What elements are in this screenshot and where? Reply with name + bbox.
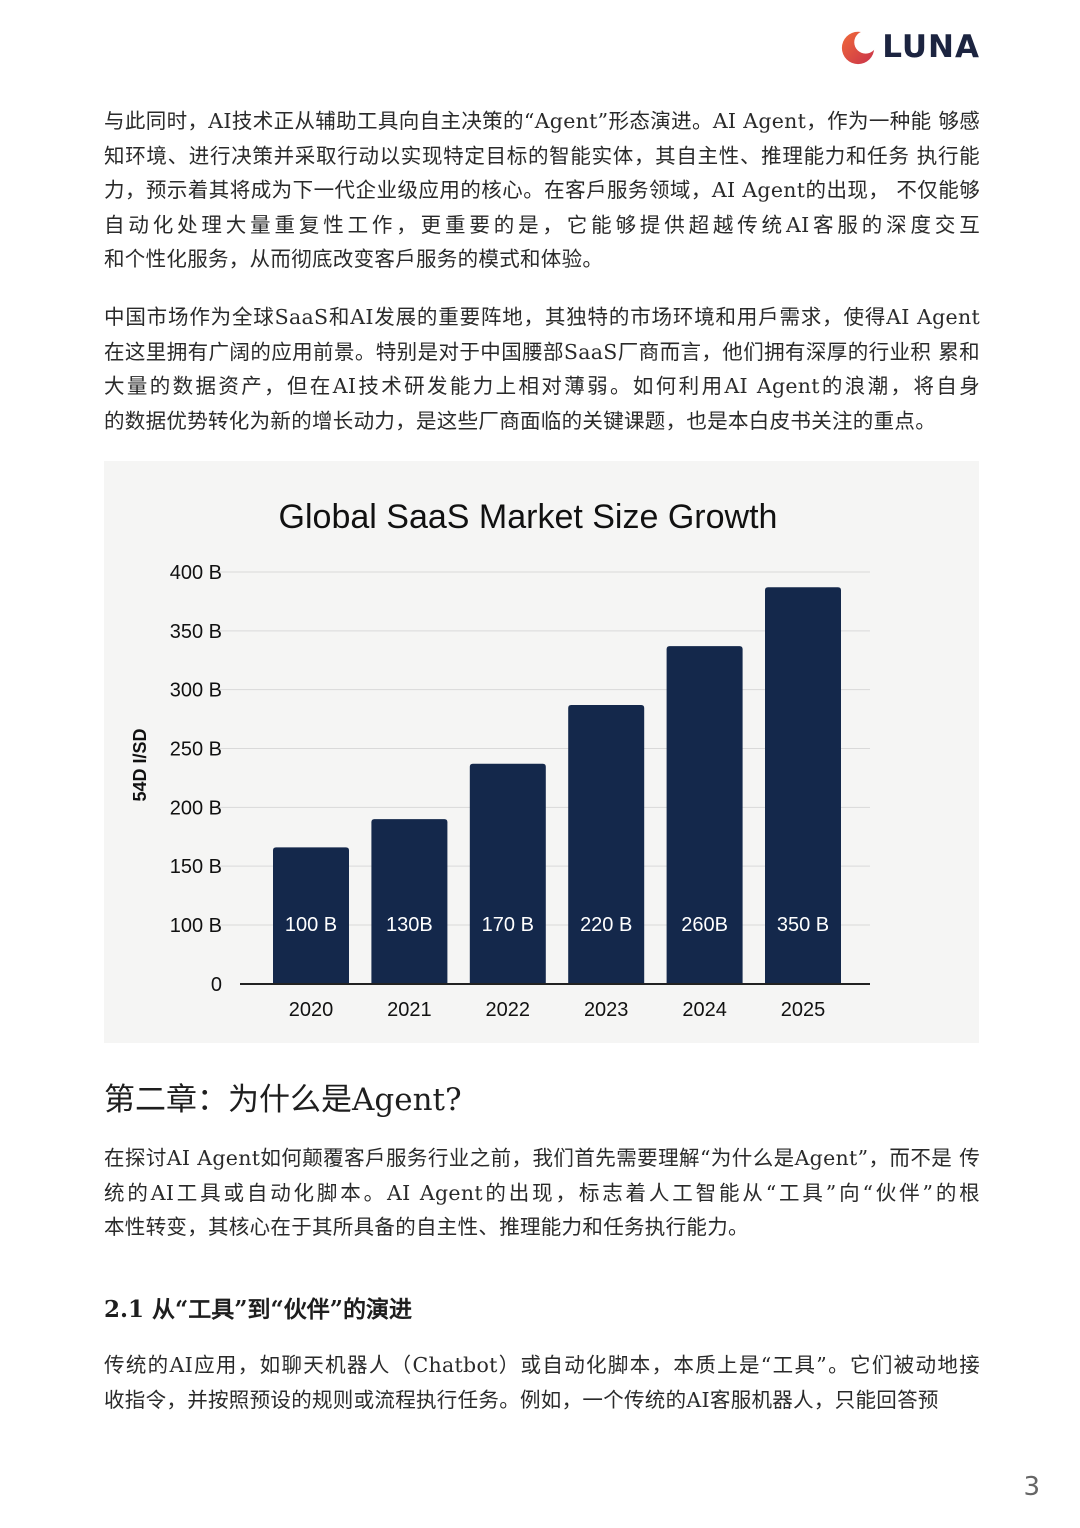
bar-data-label: 170 B bbox=[482, 914, 534, 936]
china-market-paragraph: 中国市场作为全球SaaS和AI发展的重要阵地，其独特的市场环境和用戶需求，使得A… bbox=[104, 305, 980, 433]
x-tick-label: 2020 bbox=[289, 999, 334, 1021]
x-tick-label: 2023 bbox=[584, 999, 629, 1021]
chapter-intro-paragraph: 在探讨AI Agent如何颠覆客戶服务行业之前，我们首先需要理解“为什么是Age… bbox=[104, 1146, 980, 1240]
bar-2020 bbox=[273, 847, 349, 984]
y-tick-label: 350 B bbox=[170, 621, 222, 643]
bar-2021 bbox=[371, 819, 448, 984]
y-tick-label: 150 B bbox=[170, 856, 222, 878]
bar-data-label: 350 B bbox=[777, 914, 829, 936]
section-paragraph: 传统的AI应用，如聊天机器人（Chatbot）或自动化脚本，本质上是“工具”。它… bbox=[104, 1353, 980, 1412]
x-tick-label: 2021 bbox=[387, 999, 432, 1021]
bar-2023 bbox=[568, 704, 645, 984]
bar-chart: Global SaaS Market Size Growth 54D I/SD 0 1… bbox=[130, 498, 870, 1021]
brand-name: LUNA bbox=[882, 29, 980, 65]
section-title: 2.1 从“工具”到“伙伴”的演进 bbox=[104, 1296, 412, 1323]
x-tick-label: 2022 bbox=[486, 999, 531, 1021]
chapter-title: 第二章：为什么是Agent? bbox=[104, 1082, 462, 1118]
chart-title: Global SaaS Market Size Growth bbox=[279, 498, 778, 536]
y-tick-label: 0 bbox=[211, 974, 222, 996]
brand-logo: LUNA bbox=[840, 28, 980, 66]
bar-2024 bbox=[666, 646, 743, 984]
y-axis-label: 54D I/SD bbox=[130, 728, 150, 801]
bar-data-label: 130B bbox=[386, 914, 433, 936]
y-tick-label: 200 B bbox=[170, 797, 222, 819]
y-tick-label: 250 B bbox=[170, 739, 222, 761]
bar-data-label: 100 B bbox=[285, 914, 337, 936]
y-tick-label: 300 B bbox=[170, 680, 222, 702]
bar-2022 bbox=[469, 763, 546, 984]
bar-data-label: 260B bbox=[681, 914, 728, 936]
y-tick-label: 100 B bbox=[170, 915, 222, 937]
intro-paragraph: 与此同时，AI技术正从辅助工具向自主决策的“Agent”形态演进。AI Agen… bbox=[104, 109, 980, 272]
y-tick-label: 400 B bbox=[170, 562, 222, 584]
bar-data-label: 220 B bbox=[580, 914, 632, 936]
x-tick-label: 2025 bbox=[781, 999, 826, 1021]
saas-market-chart: Global SaaS Market Size Growth 54D I/SD 0 1… bbox=[104, 461, 979, 1043]
bar-2025 bbox=[765, 587, 841, 984]
page-number: 3 bbox=[1023, 1472, 1040, 1502]
crescent-moon-icon bbox=[842, 31, 875, 65]
x-tick-label: 2024 bbox=[682, 999, 727, 1021]
